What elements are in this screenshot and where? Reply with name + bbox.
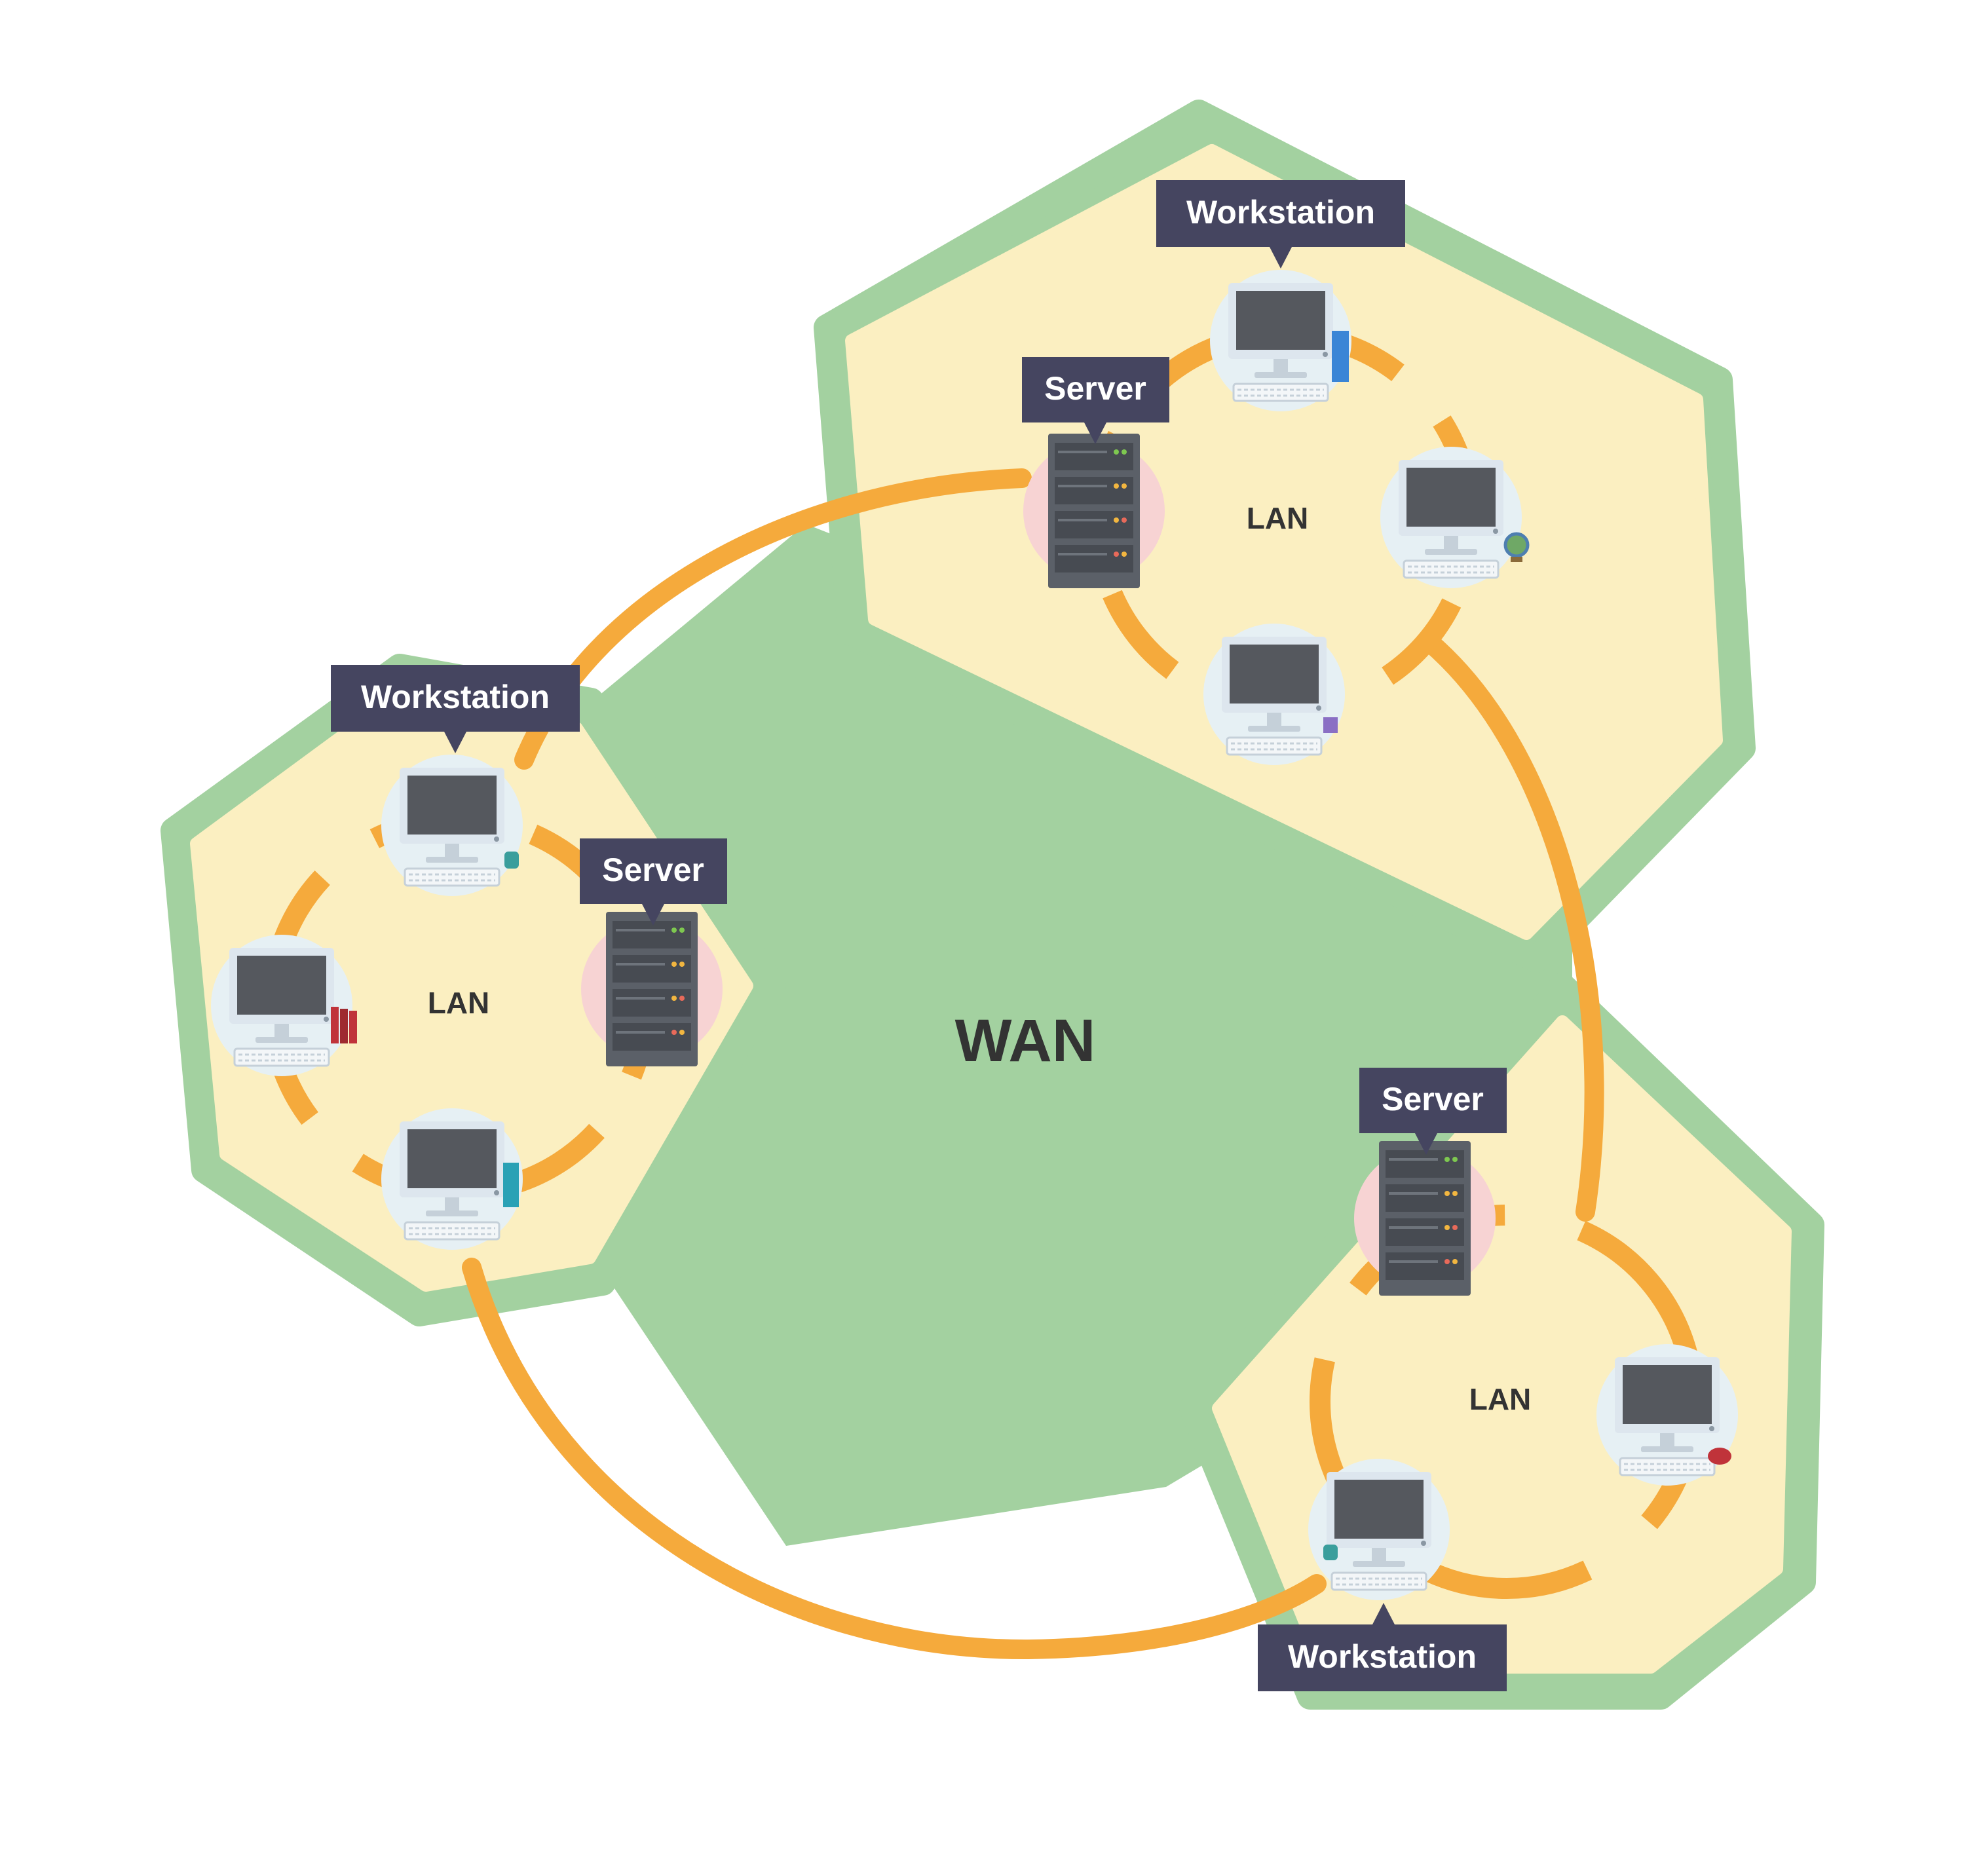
wan-label: WAN	[955, 1007, 1096, 1074]
teapot-icon	[1708, 1448, 1731, 1465]
desktop-computer-icon	[380, 753, 524, 897]
desktop-computer-icon	[210, 933, 354, 1078]
binder-icon	[503, 1163, 519, 1207]
pen-cup-icon	[1323, 717, 1338, 733]
lan-label-bottom: LAN	[1469, 1382, 1532, 1416]
server-tag-left-label: Server	[602, 852, 704, 888]
lan-label-top: LAN	[1247, 501, 1309, 535]
globe-icon	[1503, 532, 1530, 562]
desktop-computer-icon	[1379, 445, 1523, 590]
workstation-tag-left: Workstation	[331, 665, 580, 753]
mug-icon	[504, 852, 519, 869]
server-tag-top-label: Server	[1044, 370, 1146, 407]
wan-link-left-bottom	[462, 1258, 1327, 1660]
lan-top-devices	[1022, 269, 1530, 766]
workstation-tag-bottom-label: Workstation	[1288, 1638, 1477, 1675]
server-tag-bottom: Server	[1359, 1068, 1507, 1155]
workstation-tag-top: Workstation	[1156, 180, 1405, 269]
books-icon	[331, 1007, 357, 1043]
workstation-tag-bottom: Workstation	[1258, 1603, 1507, 1691]
lan-label-left: LAN	[428, 986, 490, 1020]
server-tag-top: Server	[1022, 357, 1169, 444]
desktop-computer-icon	[380, 1107, 524, 1251]
lan-left-devices	[210, 753, 724, 1251]
desktop-computer-icon	[1307, 1457, 1451, 1602]
wan-link-top-bottom	[1420, 632, 1604, 1222]
lan-bottom-devices	[1307, 1140, 1739, 1602]
mug-icon	[1323, 1545, 1338, 1560]
workstation-tag-left-label: Workstation	[361, 679, 550, 715]
desktop-computer-icon	[1202, 622, 1346, 766]
server-tag-left: Server	[580, 838, 727, 926]
workstation-tag-top-label: Workstation	[1186, 194, 1375, 231]
binder-icon	[1332, 331, 1349, 382]
desktop-computer-icon	[1209, 269, 1353, 413]
server-tag-bottom-label: Server	[1382, 1081, 1484, 1117]
